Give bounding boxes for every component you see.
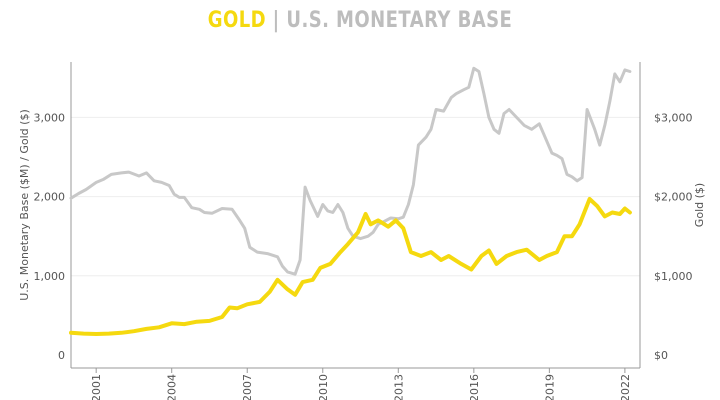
x-tick-label: 2007 [241, 374, 254, 400]
right-y-tick-label: $3,000 [654, 111, 693, 124]
monetary-base-line [69, 66, 632, 276]
left-y-tick-label: 2,000 [34, 191, 66, 204]
title-separator: | [265, 8, 287, 33]
right-y-tick-label: $1,000 [654, 270, 693, 283]
left-y-tick-label: 1,000 [34, 270, 66, 283]
x-tick-label: 2001 [90, 374, 103, 400]
x-tick-label: 2019 [543, 374, 556, 400]
chart-title: GOLD | U.S. MONETARY BASE [65, 8, 655, 33]
right-y-axis: $0 $1,000 $2,000 $3,000 [654, 111, 693, 362]
x-tick-label: 2004 [166, 374, 179, 400]
x-axis: 2001 2004 2007 2010 2013 2016 2019 2022 [90, 368, 632, 400]
right-y-tick-label: $2,000 [654, 191, 693, 204]
left-axis-label: U.S. Monetary Base ($M) / Gold ($) [18, 109, 31, 301]
x-tick-label: 2013 [392, 374, 405, 400]
left-y-axis: 0 1,000 2,000 3,000 [34, 111, 66, 362]
series-layer [69, 66, 632, 336]
right-axis-label: Gold ($) [693, 183, 706, 227]
x-tick-label: 2022 [619, 374, 632, 400]
x-tick-label: 2010 [317, 374, 330, 400]
x-tick-label: 2016 [468, 374, 481, 400]
right-y-tick-label: $0 [654, 349, 668, 362]
title-gold: GOLD [207, 8, 266, 33]
left-y-tick-label: 0 [58, 349, 65, 362]
gridlines [71, 116, 640, 277]
title-monetary-base: U.S. MONETARY BASE [286, 8, 513, 33]
gold-price-line [69, 197, 632, 336]
left-y-tick-label: 3,000 [34, 111, 66, 124]
